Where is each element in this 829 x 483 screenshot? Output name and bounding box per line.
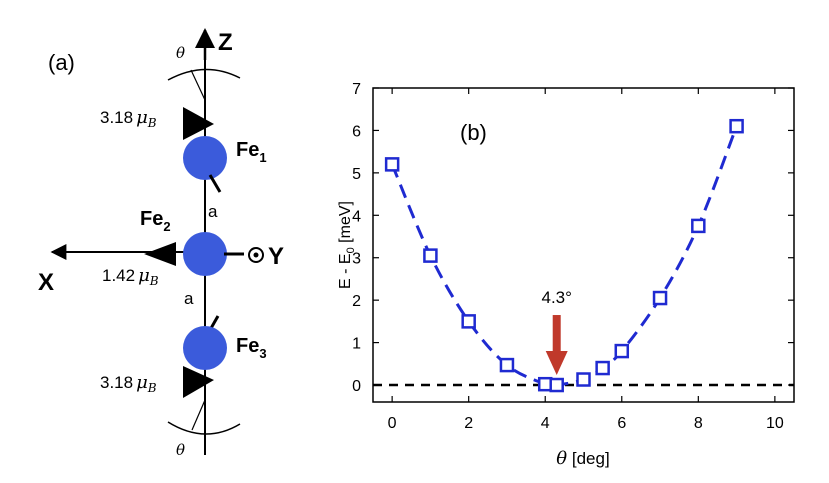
- data-point: [576, 372, 591, 387]
- panel-b-chart: 0 2 4 6 8 10 0 1 2 3 4 5 6 7 (b) E - E0 [meV] θ [deg]…: [337, 81, 795, 469]
- fe1-label: Fe1: [236, 139, 267, 165]
- y-axis-title: E - E0 [meV]: [337, 201, 357, 289]
- panel-a-diagram: (a) Z X Y θ 3.18 μB Fe1 a Fe2: [38, 28, 284, 459]
- fe2-atom: [183, 232, 227, 276]
- series-line: [390, 125, 738, 388]
- y-tick-label: 3: [352, 251, 361, 268]
- fe3-label: Fe3: [236, 335, 267, 361]
- x-tick-label: 6: [617, 415, 626, 432]
- y-tick-label: 0: [352, 378, 361, 395]
- data-point: [537, 376, 553, 392]
- bond-label-lower: a: [184, 289, 194, 308]
- series-layer: [373, 118, 794, 393]
- annotation-arrow-shaft: [552, 315, 561, 354]
- panel-a-label: (a): [48, 50, 75, 75]
- annotation-arrow-head: [545, 351, 568, 376]
- data-point: [652, 290, 668, 306]
- y-tick-label: 6: [352, 123, 361, 140]
- y-tick-label: 7: [352, 81, 361, 98]
- bond-label-upper: a: [208, 202, 218, 221]
- data-point: [423, 248, 438, 263]
- x-tick-label: 8: [694, 415, 703, 432]
- data-point: [729, 118, 744, 134]
- fe3-moment-arrow-icon: [183, 366, 214, 398]
- data-point: [384, 157, 400, 172]
- fe2-moment-arrow-icon: [144, 242, 176, 266]
- z-axis-label: Z: [218, 29, 233, 56]
- fe2-label: Fe2: [140, 208, 171, 234]
- y-tick-label: 1: [352, 336, 361, 353]
- data-point: [691, 218, 706, 234]
- fe3-atom: [183, 326, 227, 370]
- fe1-moment-arrow-icon: [183, 107, 214, 140]
- y-axis-label: Y: [268, 243, 284, 270]
- bottom-theta-label: θ: [176, 441, 185, 459]
- data-point: [614, 343, 630, 359]
- x-axis-title: θ [deg]: [556, 448, 609, 469]
- y-tick-label: 4: [352, 208, 361, 225]
- fe1-atom: [183, 136, 227, 180]
- fe1-moment-value: 3.18 μB: [100, 107, 157, 130]
- bottom-theta-arc: [167, 421, 241, 435]
- minimum-arrow-icon: [545, 315, 568, 376]
- fe3-moment-value: 3.18 μB: [100, 372, 157, 395]
- plot-frame: [372, 87, 795, 403]
- fe1-tail: [208, 174, 222, 193]
- y-tick-label: 2: [352, 293, 361, 310]
- x-tick-label: 0: [388, 415, 397, 432]
- panel-b-label: (b): [460, 120, 487, 145]
- data-point: [461, 314, 476, 329]
- ticks-layer: 0 2 4 6 8 10 0 1 2 3 4 5 6 7: [352, 81, 794, 432]
- top-theta-arc: [167, 68, 241, 81]
- y-axis-out-of-page-icon: [248, 247, 264, 263]
- bottom-tilt-line: [191, 399, 206, 431]
- top-tilt-line: [190, 69, 206, 101]
- data-point: [549, 377, 564, 393]
- y-tick-label: 5: [352, 166, 361, 183]
- x-tick-label: 2: [464, 415, 473, 432]
- x-tick-label: 4: [541, 415, 550, 432]
- x-axis-label: X: [38, 269, 54, 296]
- minimum-annotation: 4.3°: [541, 288, 571, 307]
- data-point: [595, 360, 610, 376]
- fe2-moment-value: 1.42 μB: [102, 265, 159, 288]
- x-tick-label: 10: [766, 415, 784, 432]
- top-theta-label: θ: [176, 44, 185, 62]
- y-axis-dot: [253, 252, 259, 258]
- data-point: [499, 357, 515, 373]
